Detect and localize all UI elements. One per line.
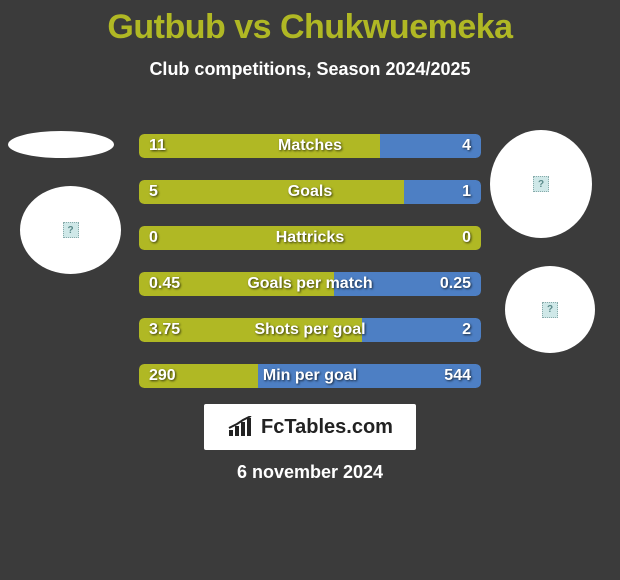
- bar-left-fill: [139, 226, 481, 250]
- bar-right-value: 0: [462, 226, 471, 250]
- bar-right-value: 2: [462, 318, 471, 342]
- decor-left-flat: [8, 131, 114, 158]
- decor-right-top: ?: [490, 130, 592, 238]
- placeholder-icon: ?: [542, 302, 558, 318]
- bar-right-value: 0.25: [440, 272, 471, 296]
- bar-row: 00Hattricks: [139, 226, 481, 250]
- page-subtitle: Club competitions, Season 2024/2025: [0, 59, 620, 80]
- bar-left-fill: [139, 134, 380, 158]
- bar-left-value: 5: [149, 180, 158, 204]
- bar-row: 114Matches: [139, 134, 481, 158]
- fctables-logo: FcTables.com: [204, 404, 416, 450]
- bar-row: 290544Min per goal: [139, 364, 481, 388]
- bar-right-value: 544: [444, 364, 471, 388]
- decor-left-circle: ?: [20, 186, 121, 274]
- bar-row: 3.752Shots per goal: [139, 318, 481, 342]
- bar-left-value: 0: [149, 226, 158, 250]
- decor-right-bot: ?: [505, 266, 595, 353]
- bar-left-fill: [139, 180, 404, 204]
- bar-left-value: 11: [149, 134, 166, 158]
- bar-left-value: 0.45: [149, 272, 180, 296]
- placeholder-icon: ?: [533, 176, 549, 192]
- bar-left-value: 290: [149, 364, 176, 388]
- bar-left-value: 3.75: [149, 318, 180, 342]
- page-title: Gutbub vs Chukwuemeka: [0, 8, 620, 47]
- date-label: 6 november 2024: [0, 462, 620, 483]
- bar-row: 0.450.25Goals per match: [139, 272, 481, 296]
- bar-right-value: 1: [462, 180, 471, 204]
- bar-right-value: 4: [462, 134, 471, 158]
- logo-text: FcTables.com: [261, 416, 393, 439]
- chart-icon: [227, 416, 255, 438]
- bar-row: 51Goals: [139, 180, 481, 204]
- comparison-bars: 114Matches51Goals00Hattricks0.450.25Goal…: [139, 134, 481, 410]
- placeholder-icon: ?: [63, 222, 79, 238]
